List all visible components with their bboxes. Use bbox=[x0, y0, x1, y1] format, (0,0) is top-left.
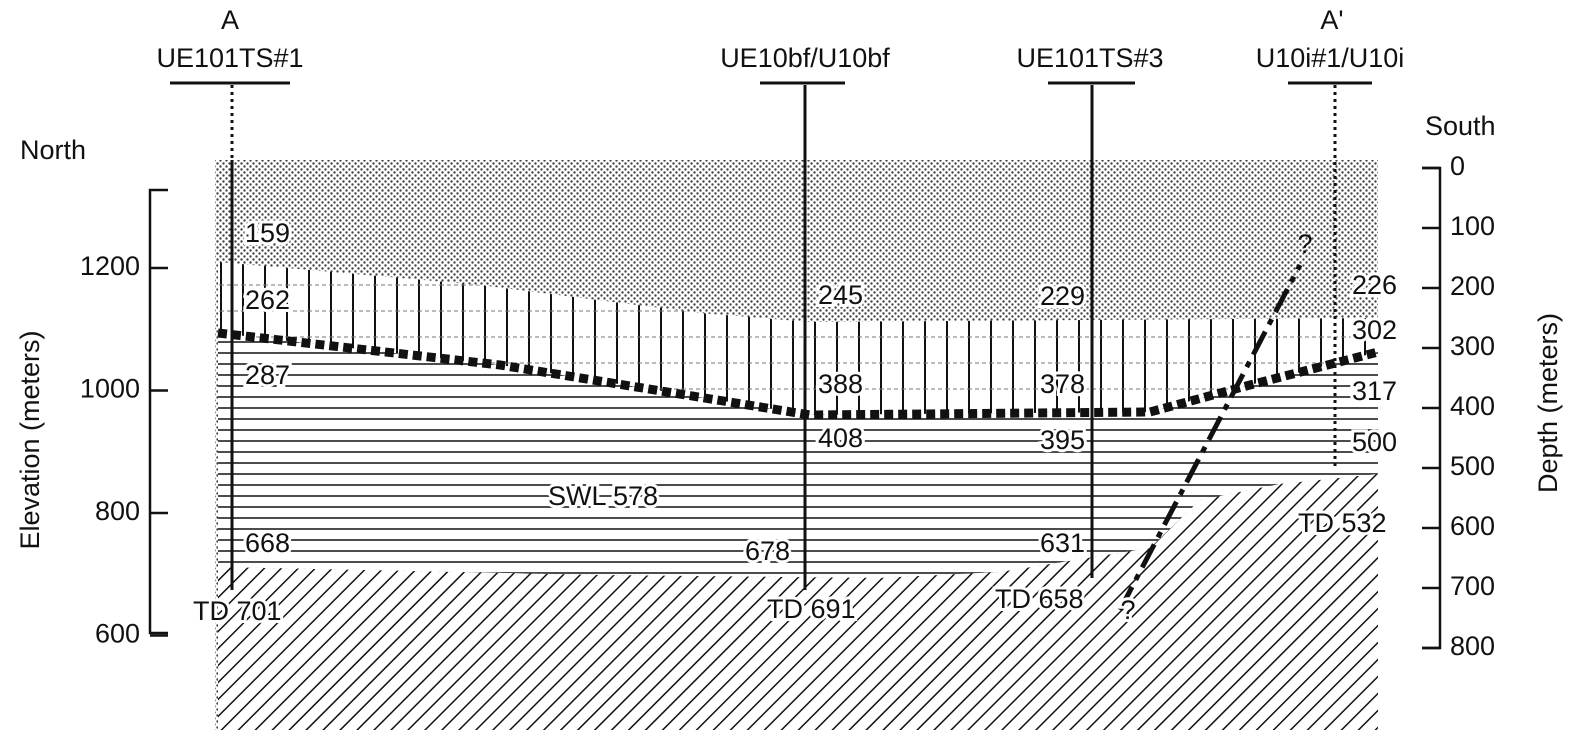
depth-annotation: 159 bbox=[245, 218, 290, 248]
depth-annotation: 378 bbox=[1040, 369, 1085, 399]
tick-label: 100 bbox=[1450, 211, 1495, 241]
tick-label: 1000 bbox=[80, 374, 140, 404]
total-depth: TD 658 bbox=[995, 584, 1084, 614]
total-depth: TD 701 bbox=[193, 596, 282, 626]
depth-annotation: 388 bbox=[818, 369, 863, 399]
layers bbox=[215, 160, 1378, 730]
elevation-axis bbox=[150, 190, 168, 633]
tick-label: 700 bbox=[1450, 571, 1495, 601]
depth-annotation: 631 bbox=[1040, 528, 1085, 558]
depth-annotation: 500 bbox=[1352, 427, 1397, 457]
depth-annotation: 408 bbox=[818, 423, 863, 453]
depth-annotation: 245 bbox=[818, 280, 863, 310]
well-name: UE101TS#3 bbox=[1016, 43, 1163, 73]
well-name: UE10bf/U10bf bbox=[720, 43, 890, 73]
depth-annotation: 395 bbox=[1040, 425, 1085, 455]
total-depth: TD 532 bbox=[1298, 508, 1387, 538]
depth-axis-label: Depth (meters) bbox=[1533, 313, 1563, 493]
tick-label: 800 bbox=[1450, 631, 1495, 661]
cross-section: A A' North South SWL 578 ? ? Elevation (… bbox=[0, 0, 1585, 737]
tick-label: 1200 bbox=[80, 251, 140, 281]
depth-annotation: 317 bbox=[1352, 376, 1397, 406]
depth-annotation: 678 bbox=[745, 536, 790, 566]
north-label: North bbox=[20, 135, 86, 165]
tick-label: 800 bbox=[95, 496, 140, 526]
depth-annotation: 668 bbox=[245, 528, 290, 558]
depth-annotation: 302 bbox=[1352, 315, 1397, 345]
fault-query: ? bbox=[1297, 229, 1312, 259]
depth-annotation: 262 bbox=[245, 285, 290, 315]
depth-annotation: 226 bbox=[1352, 270, 1397, 300]
section-end: A' bbox=[1320, 5, 1343, 35]
elevation-axis-label: Elevation (meters) bbox=[15, 330, 45, 549]
depth-annotation: 229 bbox=[1040, 281, 1085, 311]
well-name: U10i#1/U10i bbox=[1256, 43, 1405, 73]
swl-label: SWL 578 bbox=[548, 481, 658, 511]
depth-annotation: 287 bbox=[245, 360, 290, 390]
tick-label: 500 bbox=[1450, 451, 1495, 481]
tick-label: 600 bbox=[1450, 511, 1495, 541]
well-name: UE101TS#1 bbox=[156, 43, 303, 73]
tick-label: 600 bbox=[95, 619, 140, 649]
tick-label: 0 bbox=[1450, 151, 1465, 181]
tick-label: 200 bbox=[1450, 271, 1495, 301]
fault-query: ? bbox=[1120, 595, 1135, 625]
tick-label: 400 bbox=[1450, 391, 1495, 421]
south-label: South bbox=[1425, 111, 1496, 141]
total-depth: TD 691 bbox=[767, 594, 856, 624]
tick-label: 300 bbox=[1450, 331, 1495, 361]
section-start: A bbox=[221, 5, 239, 35]
